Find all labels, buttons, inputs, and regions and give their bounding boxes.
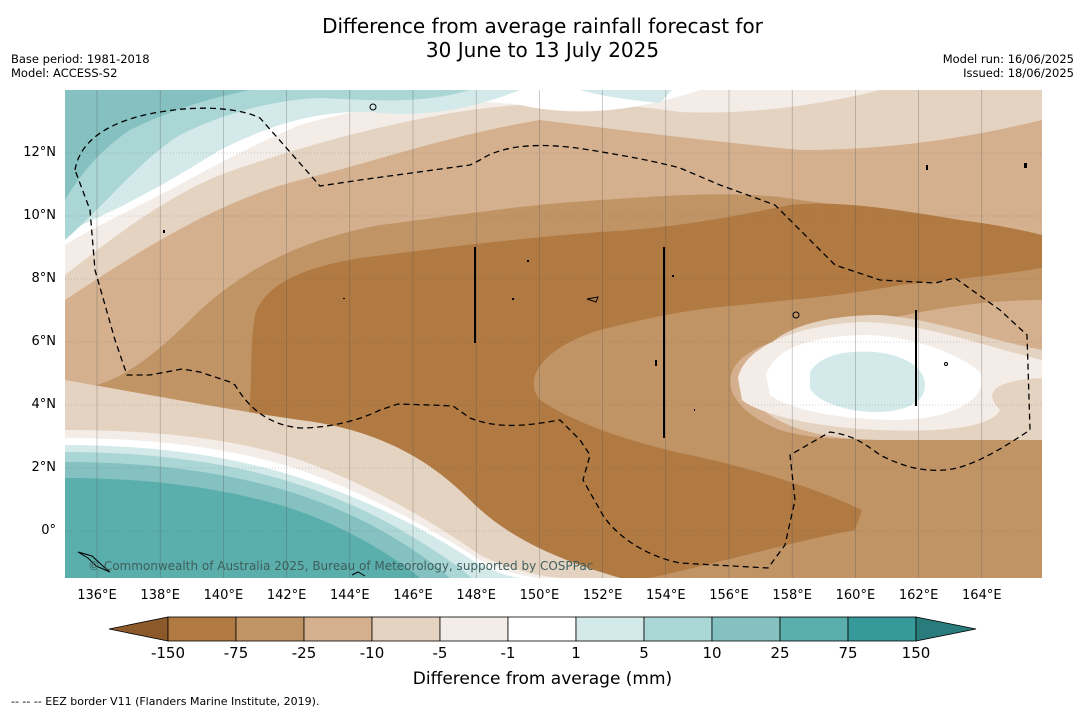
band-plus-5-east	[810, 351, 925, 413]
longitude-label: 140°E	[203, 588, 244, 603]
colorbar-tick-label: 5	[639, 644, 649, 662]
longitude-label: 148°E	[456, 588, 496, 603]
colorbar-tick-label: -1	[500, 644, 516, 662]
meridian-markers	[474, 247, 917, 438]
latitude-label: 4°N	[31, 397, 57, 412]
colorbar-title: Difference from average (mm)	[412, 669, 673, 689]
colorbar-segment	[643, 616, 713, 642]
colorbar-tick-label: 10	[702, 644, 722, 662]
model-run-date: Model run: 16/06/2025	[942, 52, 1074, 66]
colorbar-segment	[303, 616, 373, 642]
band-plus-25-top	[65, 90, 250, 200]
colorbar-tick-label: -25	[291, 644, 317, 662]
colorbar-segment	[235, 616, 305, 642]
copyright-notice: © Commonwealth of Australia 2025, Bureau…	[88, 559, 594, 573]
issued-date: Issued: 18/06/2025	[963, 66, 1074, 80]
latitude-label: 8°N	[31, 271, 57, 286]
colorbar-segment	[711, 616, 781, 642]
latitude-label: 0°	[41, 523, 56, 538]
model-name: Model: ACCESS-S2	[11, 66, 118, 80]
colorbar-tick-label: -75	[223, 644, 249, 662]
longitude-label: 164°E	[962, 588, 1002, 603]
base-period: Base period: 1981-2018	[11, 52, 150, 66]
meta-left: Base period: 1981-2018 Model: ACCESS-S2	[11, 52, 150, 80]
longitude-label: 154°E	[646, 588, 686, 603]
latitude-label: 10°N	[23, 208, 56, 223]
meta-right: Model run: 16/06/2025 Issued: 18/06/2025	[943, 52, 1074, 80]
colorbar-segment	[575, 616, 645, 642]
colorbar-segment	[779, 616, 849, 642]
latitude-label: 6°N	[31, 334, 57, 349]
title-line-2: 30 June to 13 July 2025	[425, 38, 660, 62]
longitude-label: 156°E	[709, 588, 749, 603]
colorbar-tick-label: -150	[150, 644, 186, 662]
latitude-label: 2°N	[31, 460, 57, 475]
colorbar-segment	[371, 616, 441, 642]
colorbar-tick-label: 1	[571, 644, 581, 662]
colorbar-extend-high	[915, 616, 977, 642]
latitude-label: 12°N	[23, 145, 56, 160]
longitude-label: 138°E	[140, 588, 180, 603]
map-field	[65, 90, 1042, 578]
colorbar-tick-label: -10	[359, 644, 385, 662]
islands	[77, 103, 948, 577]
longitude-label: 158°E	[772, 588, 812, 603]
colorbar	[108, 616, 977, 642]
map-title: Difference from average rainfall forecas…	[0, 14, 1085, 62]
colorbar-tick-label: 150	[901, 644, 931, 662]
map-grid	[65, 90, 1042, 578]
colorbar-tick-label: -5	[432, 644, 448, 662]
eez-border	[74, 107, 1031, 569]
longitude-label: 144°E	[330, 588, 370, 603]
colorbar-tick-label: 25	[770, 644, 790, 662]
colorbar-segment	[847, 616, 917, 642]
longitude-label: 146°E	[393, 588, 433, 603]
longitude-label: 136°E	[77, 588, 117, 603]
longitude-label: 150°E	[519, 588, 560, 603]
colorbar-segment	[439, 616, 509, 642]
title-line-1: Difference from average rainfall forecas…	[322, 14, 763, 38]
band-plus-10-top	[65, 90, 470, 240]
eez-footnote: -- -- -- EEZ border V11 (Flanders Marine…	[11, 695, 320, 708]
colorbar-segment	[167, 616, 237, 642]
colorbar-tick-label: 75	[838, 644, 858, 662]
longitude-label: 160°E	[835, 588, 876, 603]
colorbar-extend-low	[108, 616, 169, 642]
longitude-label: 162°E	[898, 588, 939, 603]
colorbar-segment	[507, 616, 577, 642]
longitude-label: 142°E	[266, 588, 307, 603]
longitude-label: 152°E	[582, 588, 623, 603]
